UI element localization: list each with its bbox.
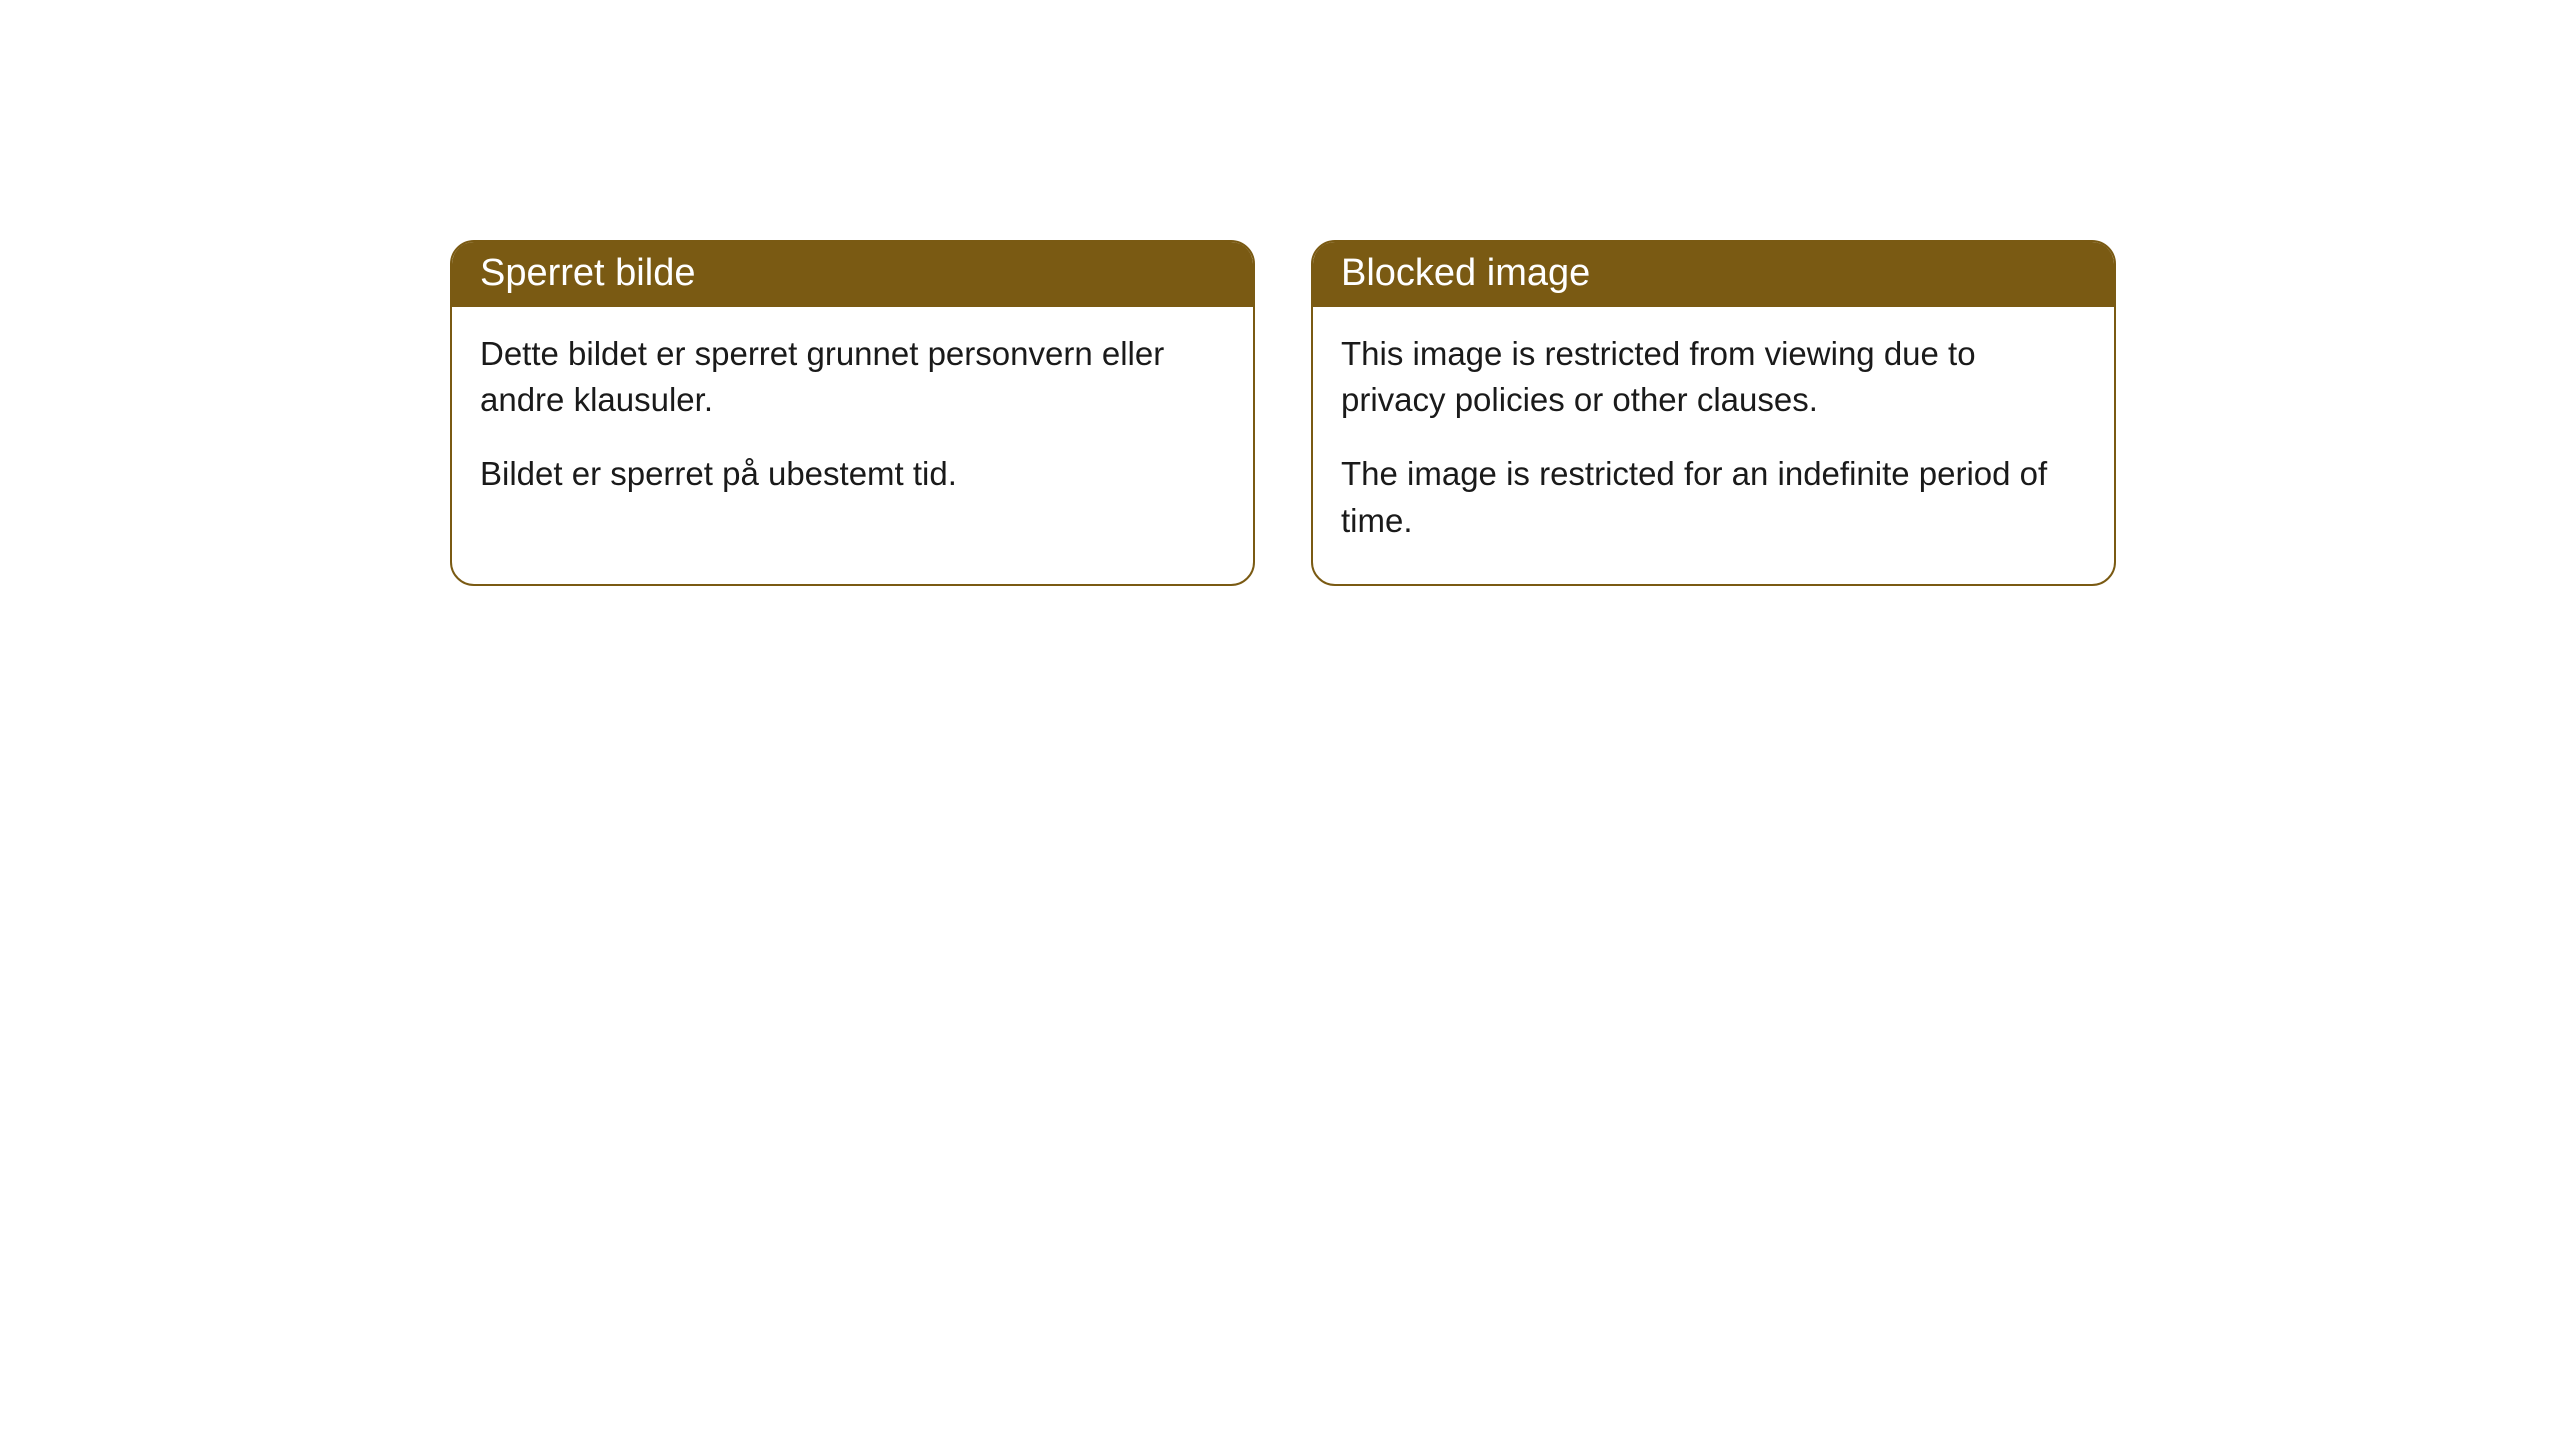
cards-container: Sperret bilde Dette bildet er sperret gr… [450, 240, 2116, 586]
blocked-image-card-en: Blocked image This image is restricted f… [1311, 240, 2116, 586]
card-paragraph2-no: Bildet er sperret på ubestemt tid. [480, 451, 1225, 497]
card-header-en: Blocked image [1313, 242, 2114, 307]
card-paragraph1-en: This image is restricted from viewing du… [1341, 331, 2086, 423]
card-body-en: This image is restricted from viewing du… [1313, 307, 2114, 584]
card-body-no: Dette bildet er sperret grunnet personve… [452, 307, 1253, 538]
card-title-en: Blocked image [1341, 252, 1590, 294]
blocked-image-card-no: Sperret bilde Dette bildet er sperret gr… [450, 240, 1255, 586]
card-paragraph2-en: The image is restricted for an indefinit… [1341, 451, 2086, 543]
card-title-no: Sperret bilde [480, 252, 695, 294]
card-paragraph1-no: Dette bildet er sperret grunnet personve… [480, 331, 1225, 423]
card-header-no: Sperret bilde [452, 242, 1253, 307]
